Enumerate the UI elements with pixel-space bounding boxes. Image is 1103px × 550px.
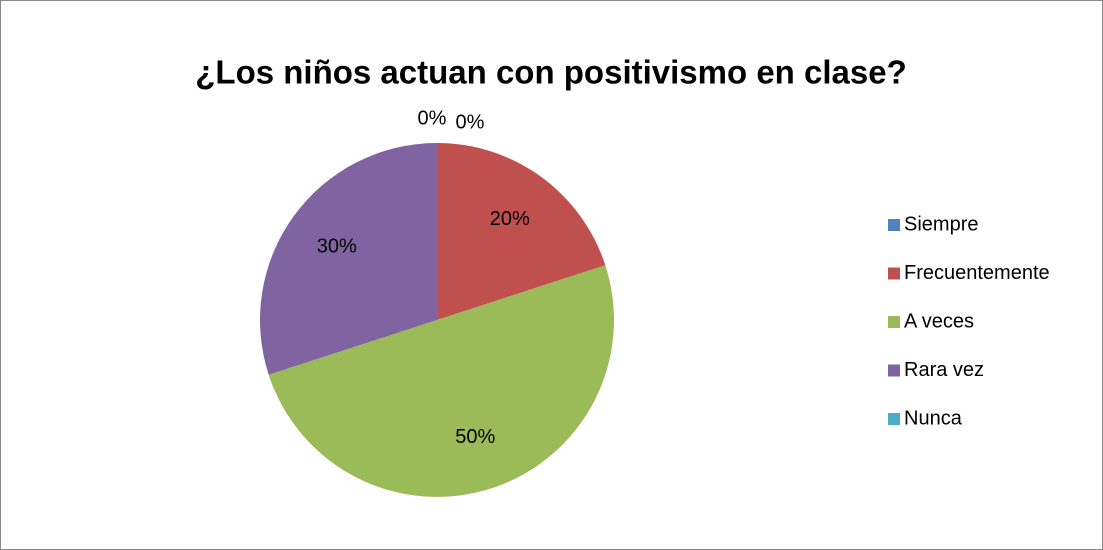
legend-swatch: [888, 316, 900, 328]
data-label: 30%: [317, 235, 357, 257]
chart-title: ¿Los niños actuan con positivismo en cla…: [195, 54, 906, 91]
legend-swatch: [888, 413, 900, 425]
legend-label: Siempre: [904, 213, 978, 235]
pie-slice: [437, 143, 606, 320]
data-label: 0%: [456, 111, 485, 133]
legend-label: A veces: [904, 310, 974, 332]
legend-swatch: [888, 219, 900, 231]
legend-label: Frecuentemente: [904, 262, 1050, 284]
pie-slice: [268, 265, 614, 497]
legend-label: Nunca: [904, 407, 963, 429]
legend-label: Rara vez: [904, 359, 984, 381]
data-label: 0%: [418, 107, 447, 129]
data-label: 50%: [455, 426, 495, 448]
pie-slice: [259, 142, 437, 375]
legend-swatch: [888, 364, 900, 377]
legend-swatch: [888, 267, 900, 280]
data-label: 20%: [490, 208, 530, 230]
